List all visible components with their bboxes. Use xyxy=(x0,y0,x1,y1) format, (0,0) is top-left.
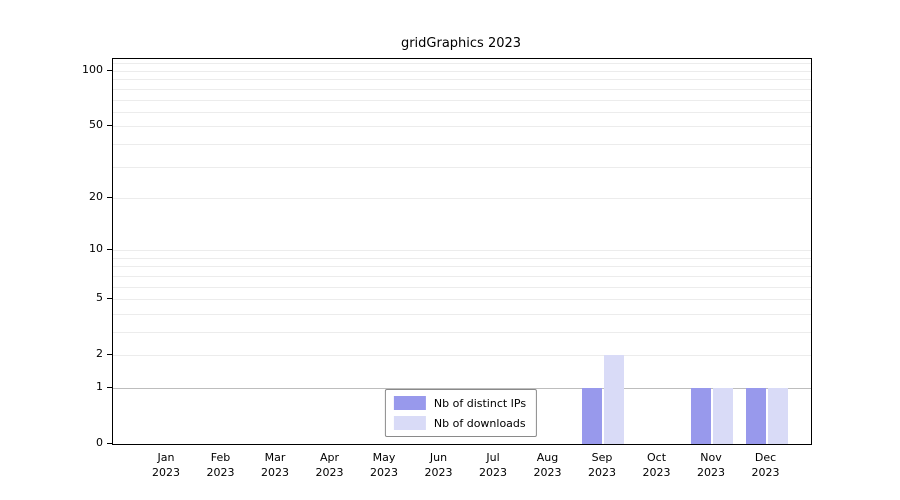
y-tick-label: 5 xyxy=(96,291,103,305)
legend: Nb of distinct IPs Nb of downloads xyxy=(384,389,538,437)
y-tick-mark xyxy=(107,354,112,356)
bar-distinct-ips xyxy=(582,388,602,444)
y-tick-label: 1 xyxy=(96,380,103,393)
y-tick-label: 100 xyxy=(82,63,103,76)
x-tick-label: Jul 2023 xyxy=(479,451,507,479)
y-tick-label: 20 xyxy=(89,189,103,203)
y-tick-label: 10 xyxy=(89,242,103,256)
plot-area xyxy=(112,58,812,445)
x-tick-label: May 2023 xyxy=(370,451,398,479)
bar-distinct-ips xyxy=(745,388,766,444)
legend-entry: Nb of downloads xyxy=(393,416,526,430)
gridline xyxy=(113,355,811,357)
x-tick-label: Apr 2023 xyxy=(315,451,344,479)
y-tick-label: 50 xyxy=(89,118,103,132)
gridline xyxy=(113,275,811,277)
legend-swatch-distinct-ips xyxy=(393,396,426,410)
gridline xyxy=(113,197,811,199)
x-tick-label: Sep 2023 xyxy=(588,451,616,479)
legend-swatch-downloads xyxy=(393,416,426,430)
bar-downloads xyxy=(767,388,788,444)
bar-downloads xyxy=(713,388,733,444)
gridline xyxy=(113,143,811,145)
gridline xyxy=(113,286,811,288)
chart-title: gridGraphics 2023 xyxy=(400,36,522,51)
legend-entry: Nb of distinct IPs xyxy=(393,396,527,410)
gridline xyxy=(113,299,811,301)
bar-downloads xyxy=(604,355,624,444)
y-tick-mark xyxy=(107,70,112,71)
x-tick-label: Oct 2023 xyxy=(642,451,671,479)
gridline xyxy=(113,79,811,81)
y-tick-mark xyxy=(107,298,112,300)
legend-label: Nb of distinct IPs xyxy=(433,396,527,410)
gridline xyxy=(113,250,811,252)
x-tick-label: Jun 2023 xyxy=(424,451,453,479)
y-tick-label: 2 xyxy=(96,347,103,361)
gridline xyxy=(113,88,811,90)
gridline xyxy=(113,332,811,333)
gridline xyxy=(113,111,811,113)
gridline xyxy=(113,313,811,315)
bar-distinct-ips xyxy=(691,388,711,444)
x-tick-label: Dec 2023 xyxy=(751,451,780,479)
x-tick-label: Mar 2023 xyxy=(261,451,289,479)
x-tick-label: Aug 2023 xyxy=(533,451,562,479)
y-tick-mark xyxy=(107,387,112,388)
x-tick-label: Feb 2023 xyxy=(206,451,235,479)
x-tick-label: Nov 2023 xyxy=(697,451,725,479)
gridline xyxy=(113,126,811,128)
x-tick-label: Jan 2023 xyxy=(152,451,180,479)
y-tick-mark xyxy=(107,196,112,198)
y-tick-label: 0 xyxy=(96,436,103,449)
gridline xyxy=(113,166,811,168)
gridline xyxy=(113,257,811,259)
y-tick-mark xyxy=(107,125,112,127)
legend-label: Nb of downloads xyxy=(433,416,526,430)
y-tick-mark xyxy=(107,249,112,251)
gridline xyxy=(113,266,811,268)
gridline xyxy=(113,388,811,389)
gridline xyxy=(113,63,811,65)
gridline xyxy=(113,99,811,101)
y-tick-mark xyxy=(107,443,112,444)
gridline xyxy=(113,71,811,72)
